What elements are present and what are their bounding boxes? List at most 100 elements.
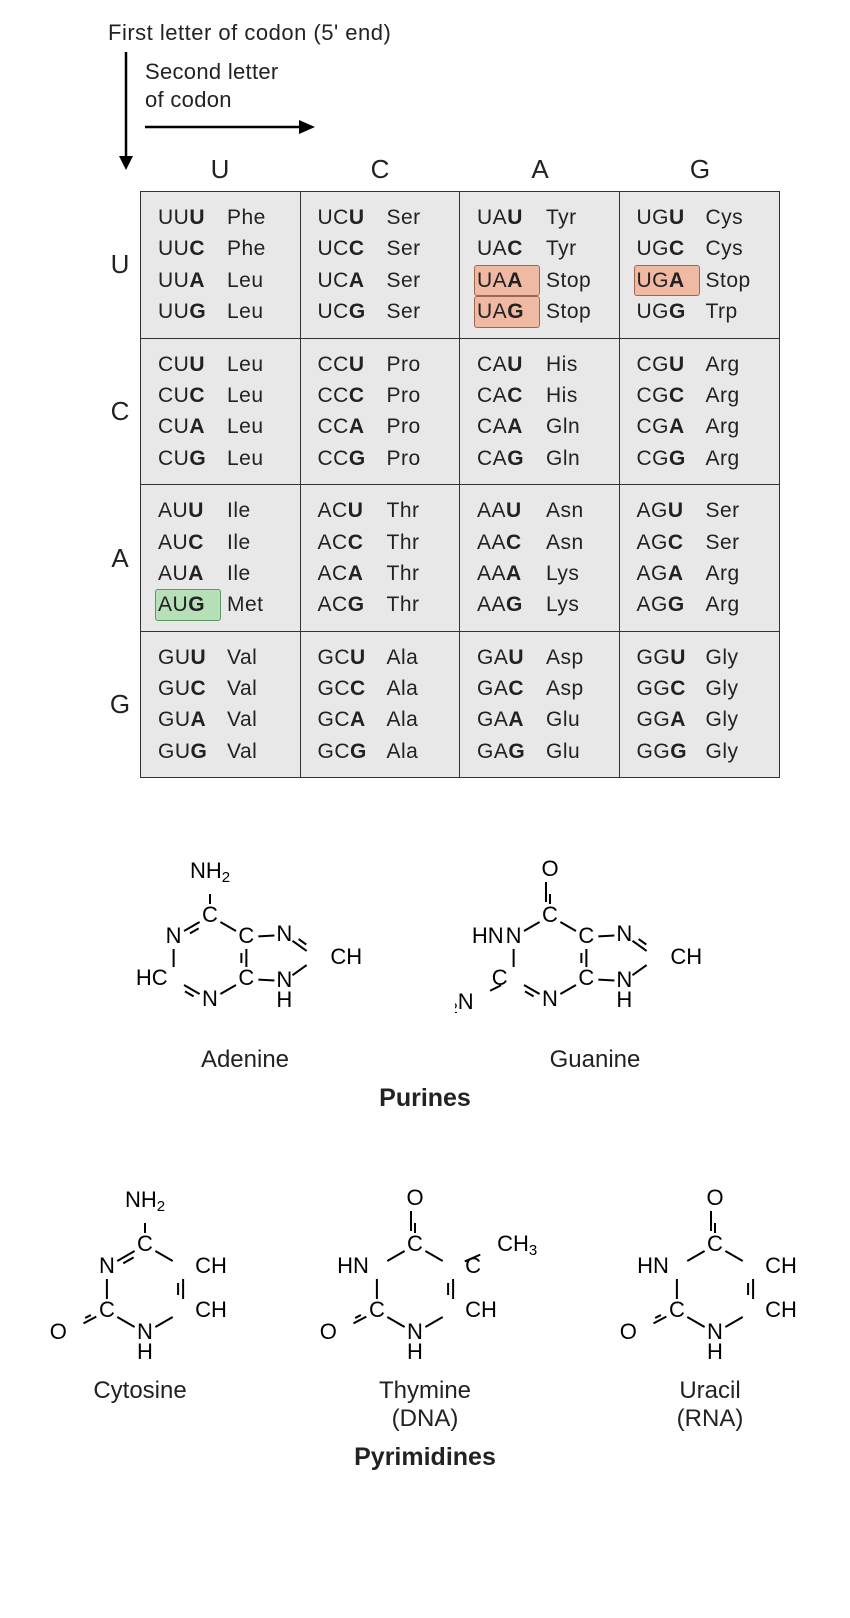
codon-entry: AGUSer (634, 495, 772, 526)
amino-acid: His (546, 350, 578, 379)
codon-entry: UAGStop (474, 296, 611, 327)
svg-text:C: C (707, 1231, 723, 1256)
codon: ACU (315, 495, 381, 526)
amino-acid: Met (227, 590, 264, 619)
codon-entry: UGAStop (634, 265, 772, 296)
codon-entry: GGUGly (634, 642, 772, 673)
codon: AAC (474, 527, 540, 558)
codon-entry: UGGTrp (634, 296, 772, 327)
codon: GAU (474, 642, 540, 673)
codon: GUA (155, 704, 221, 735)
codon: GGC (634, 673, 700, 704)
codon: AUG (155, 589, 221, 620)
amino-acid: Ile (227, 559, 251, 588)
amino-acid: Gly (706, 705, 739, 734)
codon-entry: UAAStop (474, 265, 611, 296)
svg-text:N: N (276, 921, 292, 946)
codon: GCU (315, 642, 381, 673)
amino-acid: Ser (706, 528, 740, 557)
codon: CUC (155, 380, 221, 411)
amino-acid: Leu (227, 381, 264, 410)
amino-acid: Val (227, 674, 257, 703)
amino-acid: Gln (546, 444, 580, 473)
codon: AGU (634, 495, 700, 526)
codon: UGC (634, 233, 700, 264)
amino-acid: Arg (706, 350, 740, 379)
codon-cell: ACUThrACCThrACAThrACGThr (301, 485, 461, 631)
codon-cell: CAUHisCACHisCAAGlnCAGGln (460, 339, 620, 485)
codon-cell: GGUGlyGGCGlyGGAGlyGGGGly (620, 632, 780, 778)
codon-entry: AACAsn (474, 527, 611, 558)
codon-cell: CUULeuCUCLeuCUALeuCUGLeu (141, 339, 301, 485)
codon-entry: UUALeu (155, 265, 292, 296)
codon: GCC (315, 673, 381, 704)
amino-acid: Trp (706, 297, 738, 326)
codon: UCA (315, 265, 381, 296)
codon-table-body: UUUPheUUCPheUUALeuUUGLeuUCUSerUCCSerUCAS… (140, 191, 780, 778)
codon: UUA (155, 265, 221, 296)
row-header-A: A (100, 485, 140, 632)
codon-entry: CCGPro (315, 443, 452, 474)
svg-text:N: N (616, 921, 632, 946)
svg-text:O: O (50, 1319, 67, 1344)
svg-text:O: O (320, 1319, 337, 1344)
amino-acid: Cys (706, 234, 744, 263)
amino-acid: Leu (227, 412, 264, 441)
uracil-name: Uracil (605, 1377, 815, 1405)
amino-acid: Pro (387, 350, 421, 379)
codon-entry: AUGMet (155, 589, 292, 620)
codon-cell: CGUArgCGCArgCGAArgCGGArg (620, 339, 780, 485)
codon: ACC (315, 527, 381, 558)
svg-text:CH: CH (670, 944, 702, 969)
codon-entry: CUCLeu (155, 380, 292, 411)
svg-text:CH: CH (765, 1297, 797, 1322)
svg-text:NH2: NH2 (125, 1187, 165, 1215)
svg-text:C: C (578, 923, 594, 948)
adenine-structure: CCCNNHCNCHNHNH2 (115, 818, 375, 1038)
amino-acid: Ser (387, 234, 421, 263)
svg-text:C: C (99, 1297, 115, 1322)
codon: UUC (155, 233, 221, 264)
codon: GAG (474, 736, 540, 767)
first-letter-label: First letter of codon (5' end) (108, 20, 391, 46)
row-header-G: G (100, 631, 140, 778)
codon-entry: CAUHis (474, 349, 611, 380)
amino-acid: Val (227, 737, 257, 766)
arrow-right-icon (145, 118, 315, 136)
svg-text:CH3: CH3 (497, 1231, 537, 1259)
svg-text:N: N (99, 1253, 115, 1278)
amino-acid: Asn (546, 528, 584, 557)
codon-entry: CAGGln (474, 443, 611, 474)
codon-entry: UUUPhe (155, 202, 292, 233)
svg-text:C: C (578, 965, 594, 990)
codon: GGU (634, 642, 700, 673)
codon-cell: AUUIleAUCIleAUAIleAUGMet (141, 485, 301, 631)
codon-entry: CGCArg (634, 380, 772, 411)
amino-acid: Ser (706, 496, 740, 525)
second-letter-label: Second letter of codon (145, 58, 279, 113)
codon-entry: AUAIle (155, 558, 292, 589)
codon: CAG (474, 443, 540, 474)
adenine-box: CCCNNHCNCHNHNH2 Adenine (115, 818, 375, 1074)
amino-acid: Arg (706, 444, 740, 473)
thymine-structure: CCCHNHCHNOOCH3 (305, 1149, 545, 1369)
codon-entry: UCGSer (315, 296, 452, 327)
thymine-sub: (DNA) (305, 1405, 545, 1433)
codon: UAU (474, 202, 540, 233)
codon-entry: AUUIle (155, 495, 292, 526)
codon-entry: UUCPhe (155, 233, 292, 264)
codon-entry: AGGArg (634, 589, 772, 620)
codon: GCG (315, 736, 381, 767)
cytosine-name: Cytosine (35, 1377, 245, 1405)
table-row: UUUPheUUCPheUUALeuUUGLeuUCUSerUCCSerUCAS… (141, 192, 779, 339)
codon-entry: CAAGln (474, 411, 611, 442)
amino-acid: Gly (706, 674, 739, 703)
codon-entry: ACCThr (315, 527, 452, 558)
codon-entry: CACHis (474, 380, 611, 411)
amino-acid: Stop (546, 266, 591, 295)
svg-text:O: O (406, 1185, 423, 1210)
purines-title: Purines (30, 1084, 820, 1113)
svg-text:HN: HN (472, 923, 504, 948)
amino-acid: Lys (546, 590, 579, 619)
codon: GGG (634, 736, 700, 767)
